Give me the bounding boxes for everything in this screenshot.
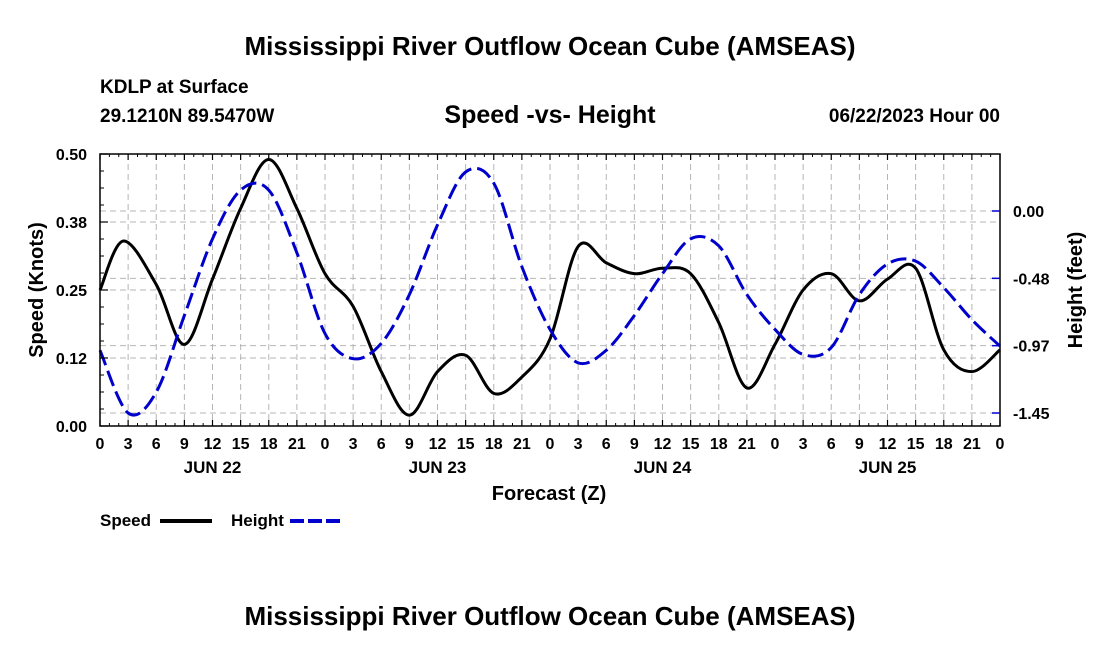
x-tick-label: 12 <box>429 436 447 453</box>
day-label: JUN 24 <box>634 458 692 477</box>
x-tick-label: 15 <box>682 436 700 453</box>
y2-axis-label: Height (feet) <box>1065 232 1087 349</box>
x-tick-label: 15 <box>457 436 475 453</box>
x-tick-label: 21 <box>738 436 756 453</box>
day-label: JUN 23 <box>409 458 467 477</box>
x-tick-label: 6 <box>827 436 836 453</box>
legend-height-label: Height <box>231 511 284 530</box>
x-tick-label: 15 <box>232 436 250 453</box>
day-label: JUN 25 <box>859 458 917 477</box>
x-tick-label: 3 <box>124 436 133 453</box>
x-tick-label: 21 <box>963 436 981 453</box>
y-tick-label: 0.12 <box>56 351 87 368</box>
x-tick-label: 21 <box>288 436 306 453</box>
coordinates-label: 29.1210N 89.5470W <box>100 106 275 127</box>
y-axis-label: Speed (Knots) <box>26 222 48 358</box>
legend-speed-label: Speed <box>100 511 151 530</box>
y-tick-label: 0.25 <box>56 283 87 300</box>
x-tick-label: 12 <box>654 436 672 453</box>
x-axis-label: Forecast (Z) <box>492 483 606 505</box>
station-label: KDLP at Surface <box>100 77 249 98</box>
x-tick-label: 0 <box>996 436 1005 453</box>
y2-tick-label: -0.48 <box>1013 271 1050 288</box>
x-tick-label: 9 <box>630 436 639 453</box>
x-tick-label: 0 <box>546 436 555 453</box>
y-tick-label: 0.38 <box>56 215 87 232</box>
x-tick-label: 6 <box>152 436 161 453</box>
bottom-title: Mississippi River Outflow Ocean Cube (AM… <box>244 601 856 631</box>
y2-tick-label: -1.45 <box>1013 406 1050 423</box>
y2-tick-label: -0.97 <box>1013 339 1050 356</box>
y-tick-label: 0.00 <box>56 419 87 436</box>
x-tick-label: 0 <box>321 436 330 453</box>
x-tick-label: 0 <box>771 436 780 453</box>
x-tick-label: 9 <box>405 436 414 453</box>
x-tick-label: 3 <box>799 436 808 453</box>
legend: Speed Height <box>100 511 342 530</box>
main-title: Mississippi River Outflow Ocean Cube (AM… <box>244 31 856 61</box>
x-tick-label: 12 <box>879 436 897 453</box>
day-label: JUN 22 <box>184 458 242 477</box>
x-tick-label: 0 <box>96 436 105 453</box>
x-tick-label: 18 <box>710 436 728 453</box>
x-tick-label: 12 <box>204 436 222 453</box>
x-tick-label: 18 <box>485 436 503 453</box>
chart-title: Speed -vs- Height <box>444 101 656 129</box>
x-tick-label: 6 <box>602 436 611 453</box>
y-tick-label: 0.50 <box>56 147 87 164</box>
x-tick-label: 21 <box>513 436 531 453</box>
speed-series-line <box>98 157 1001 417</box>
y2-tick-label: 0.00 <box>1013 204 1044 221</box>
x-tick-label: 3 <box>349 436 358 453</box>
height-series-line <box>98 166 1002 417</box>
x-tick-label: 6 <box>377 436 386 453</box>
x-tick-label: 15 <box>907 436 925 453</box>
x-tick-label: 9 <box>855 436 864 453</box>
x-tick-label: 3 <box>574 436 583 453</box>
x-tick-label: 9 <box>180 436 189 453</box>
forecast-datetime: 06/22/2023 Hour 00 <box>828 106 1000 127</box>
x-tick-label: 18 <box>260 436 278 453</box>
x-tick-label: 18 <box>935 436 953 453</box>
